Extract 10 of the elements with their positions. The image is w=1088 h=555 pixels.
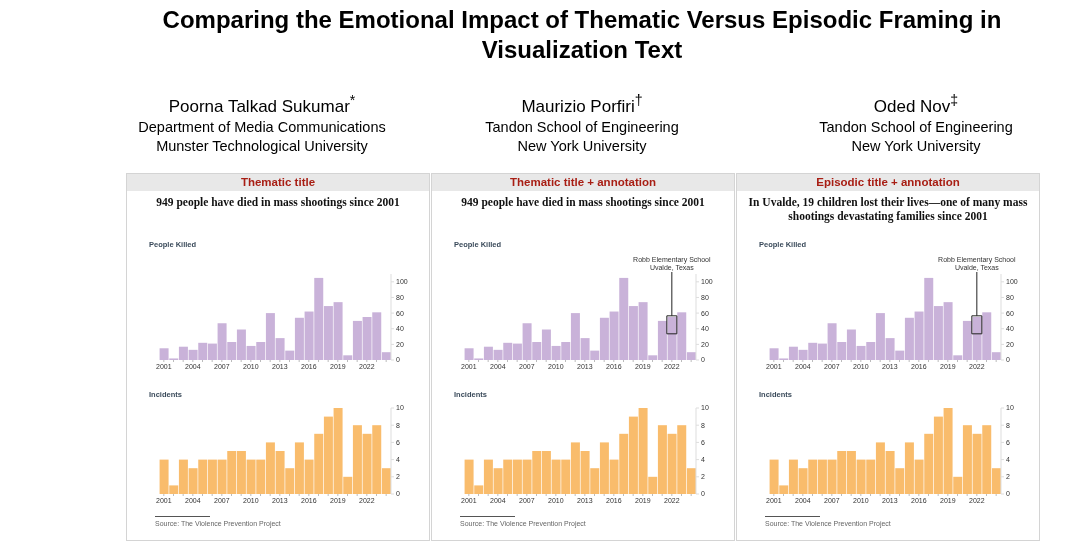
chart-subtitle: Thematic title: [127, 174, 429, 191]
text: Comparing the Emotional Impact of Thematic Versus Episodic Framing in Visualization Text: [161, 5, 1003, 65]
text: Poorna Talkad Sukumar$^{*}$ Department of Media Communications Munster Technological University: [137, 91, 387, 156]
chart-subtitle: Thematic title + annotation: [432, 174, 734, 191]
chart-subtitle: Episodic title + annotation: [737, 174, 1039, 191]
text: Maurizio Porfiri$^{†}$ Tandon School of Engineering New York University: [484, 91, 680, 156]
chart-title: In Uvalde, 19 children lost their lives—one of many mass shootings devastating families since 2001: [747, 195, 1029, 223]
chart-title: 949 people have died in mass shootings since 2001: [460, 195, 706, 209]
text: Oded Nov$^{‡}$ Tandon School of Engineering New York University: [818, 91, 1014, 156]
chart-title: 949 people have died in mass shootings since 2001: [155, 195, 401, 209]
